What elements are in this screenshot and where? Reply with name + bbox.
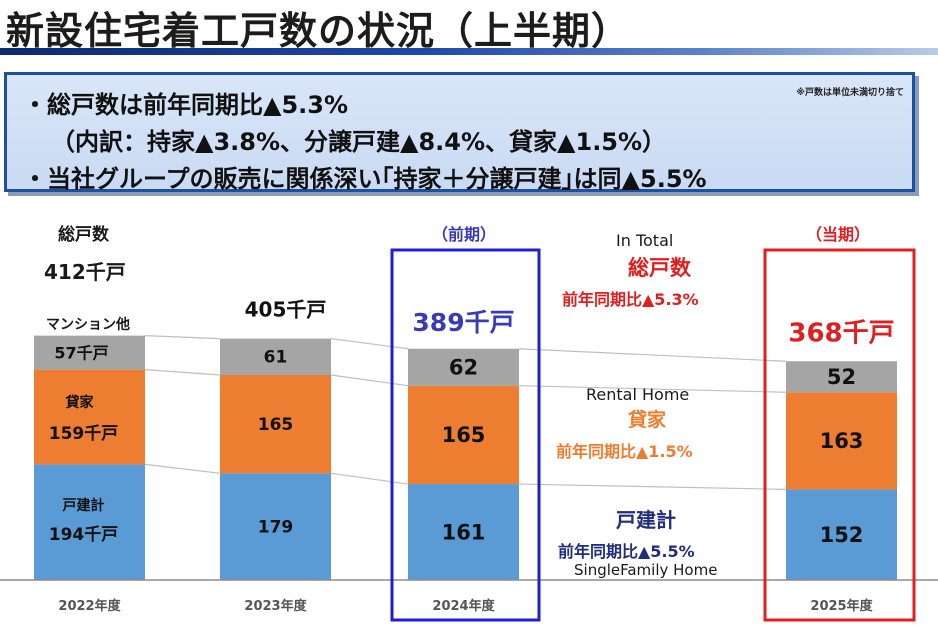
detached-segment: [786, 489, 897, 580]
mansion-segment: [220, 338, 331, 375]
connector-line: [518, 385, 787, 393]
rental-jp-label: 貸家: [628, 409, 667, 431]
total-value-label: 368千戸: [788, 318, 894, 348]
in-total-yoy-label: 前年同期比▲5.3%: [562, 290, 699, 309]
in-total-jp-label: 総戸数: [628, 256, 691, 280]
rental-segment: [786, 392, 897, 490]
detached-value-label: 179: [258, 518, 294, 538]
detached-segment: [408, 484, 519, 580]
rental-segment: [408, 385, 519, 485]
mansion-category-label: マンション他: [46, 317, 130, 333]
total-value-label: 405千戸: [245, 298, 327, 322]
curr-period-highlight-box: [763, 248, 916, 622]
rental-en-label: Rental Home: [586, 385, 690, 404]
connector-line: [144, 369, 221, 376]
rental-value-label: 163: [820, 429, 864, 453]
rental-value-label: 165: [258, 415, 294, 435]
total-value-label: 389千戸: [412, 308, 514, 337]
prev-period-highlight-box: [390, 248, 541, 622]
connector-line: [330, 374, 409, 387]
x-tick-label: 2024年度: [432, 598, 495, 614]
summary-box: ・総戸数は前年同期比▲5.3% （内訳：持家▲3.8%、分譲戸建▲8.4%、貸家…: [4, 72, 915, 193]
connector-line: [518, 348, 787, 362]
rental-yoy-label: 前年同期比▲1.5%: [556, 442, 693, 461]
mansion-segment: [408, 348, 519, 386]
summary-line-group: ・当社グループの販売に関係深い｢持家＋分譲戸建｣は同▲5.5%: [23, 165, 707, 193]
detached-en-label: SingleFamily Home: [574, 561, 718, 579]
connector-line: [144, 335, 221, 340]
detached-value-label: 194千戸: [49, 525, 119, 545]
connector-line: [144, 463, 221, 474]
detached-value-label: 152: [820, 523, 864, 547]
detached-category-label: 戸建計: [63, 497, 105, 514]
prev-period-label: （前期）: [432, 225, 497, 244]
connector-line: [518, 483, 787, 491]
in-total-en-label: In Total: [616, 231, 674, 250]
page-title: 新設住宅着工戸数の状況（上半期）: [6, 9, 631, 53]
mansion-value-label: 57千戸: [54, 344, 108, 363]
mansion-value-label: 61: [264, 348, 288, 368]
detached-jp-label: 戸建計: [616, 508, 676, 532]
x-tick-label: 2023年度: [244, 598, 307, 614]
rental-value-label: 159千戸: [49, 424, 119, 444]
connector-lines: [144, 335, 787, 491]
curr-period-label: （当期）: [806, 225, 871, 244]
connector-line: [330, 472, 409, 485]
detached-value-label: 161: [442, 520, 486, 544]
rounding-note: ※戸数は単位未満切り捨て: [796, 88, 904, 98]
rental-segment: [220, 374, 331, 474]
detached-yoy-label: 前年同期比▲5.5%: [558, 542, 695, 561]
connector-line: [330, 338, 409, 350]
mansion-value-label: 62: [449, 356, 478, 380]
mansion-segment: [786, 361, 897, 393]
title-underline: [0, 48, 938, 55]
first-total-label: 412千戸: [44, 260, 126, 284]
rental-value-label: 165: [442, 423, 486, 447]
x-tick-label: 2022年度: [58, 598, 121, 614]
summary-line-total: ・総戸数は前年同期比▲5.3%: [23, 91, 349, 119]
rental-category-label: 貸家: [65, 394, 95, 411]
total-label: 総戸数: [58, 225, 109, 245]
summary-line-breakdown: （内訳：持家▲3.8%、分譲戸建▲8.4%、貸家▲1.5%）: [51, 128, 667, 156]
x-tick-label: 2025年度: [810, 598, 873, 614]
mansion-segment: [34, 335, 145, 370]
detached-segment: [220, 473, 331, 580]
rental-segment: [34, 369, 145, 465]
detached-segment: [34, 464, 145, 580]
mansion-value-label: 52: [827, 365, 856, 389]
